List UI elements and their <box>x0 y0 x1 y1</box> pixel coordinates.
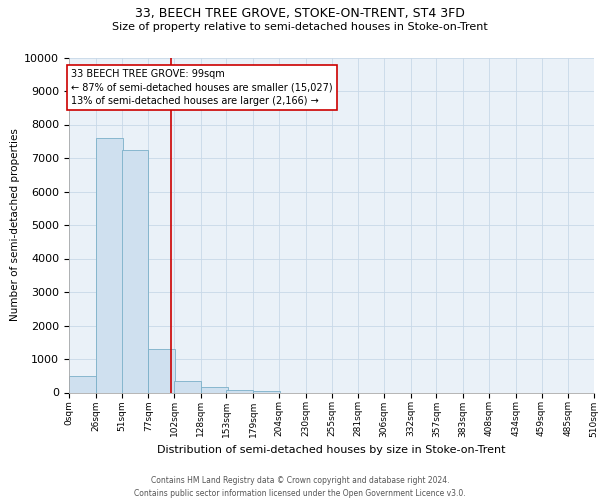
Bar <box>69 376 96 392</box>
Text: 33, BEECH TREE GROVE, STOKE-ON-TRENT, ST4 3FD: 33, BEECH TREE GROVE, STOKE-ON-TRENT, ST… <box>135 8 465 20</box>
Bar <box>174 381 201 392</box>
Bar <box>227 390 253 392</box>
Text: 33 BEECH TREE GROVE: 99sqm
← 87% of semi-detached houses are smaller (15,027)
13: 33 BEECH TREE GROVE: 99sqm ← 87% of semi… <box>71 69 332 106</box>
Text: Size of property relative to semi-detached houses in Stoke-on-Trent: Size of property relative to semi-detach… <box>112 22 488 32</box>
Bar <box>121 150 148 392</box>
Bar <box>96 138 122 392</box>
Text: Contains HM Land Registry data © Crown copyright and database right 2024.
Contai: Contains HM Land Registry data © Crown c… <box>134 476 466 498</box>
Y-axis label: Number of semi-detached properties: Number of semi-detached properties <box>10 128 20 322</box>
Bar <box>148 349 175 393</box>
Bar <box>201 388 227 392</box>
X-axis label: Distribution of semi-detached houses by size in Stoke-on-Trent: Distribution of semi-detached houses by … <box>157 445 506 455</box>
